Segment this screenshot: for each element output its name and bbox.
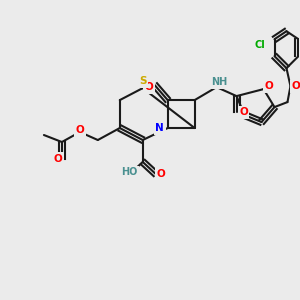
Text: O: O bbox=[144, 82, 153, 92]
Text: O: O bbox=[53, 154, 62, 164]
Text: N: N bbox=[155, 123, 164, 133]
Text: Cl: Cl bbox=[254, 40, 265, 50]
Text: O: O bbox=[291, 81, 300, 91]
Text: O: O bbox=[156, 169, 165, 179]
Text: NH: NH bbox=[212, 77, 228, 87]
Text: HO: HO bbox=[122, 167, 138, 177]
Text: S: S bbox=[139, 76, 146, 86]
Text: O: O bbox=[264, 81, 273, 91]
Text: O: O bbox=[239, 107, 248, 117]
Text: O: O bbox=[76, 125, 84, 135]
